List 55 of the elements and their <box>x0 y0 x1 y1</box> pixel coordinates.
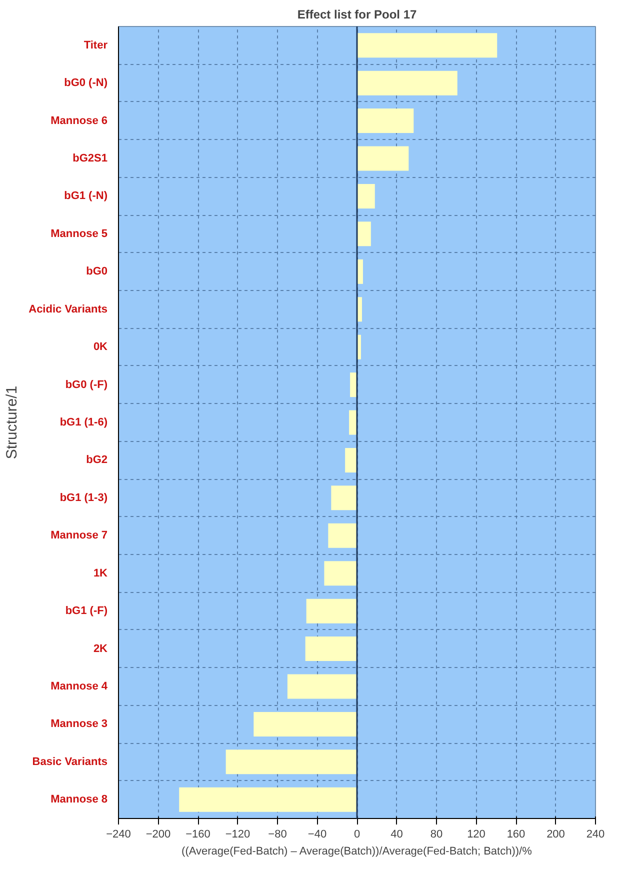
x-tick-label: 0 <box>354 828 360 840</box>
x-tick-label: −80 <box>268 828 287 840</box>
x-tick-label: 240 <box>586 828 605 840</box>
x-tick-label: −120 <box>225 828 250 840</box>
bar <box>350 372 357 398</box>
y-tick-label: Mannose 3 <box>50 718 108 730</box>
bar <box>328 523 357 548</box>
bar <box>357 184 375 208</box>
x-tick-label: 120 <box>467 828 486 840</box>
y-tick-label: 1K <box>93 567 108 580</box>
y-tick-label: bG1 (1-3) <box>60 492 108 504</box>
y-tick-label: bG1 (-N) <box>64 190 108 202</box>
chart-title: Effect list for Pool 17 <box>297 8 418 22</box>
y-tick-label: bG0 <box>86 266 108 278</box>
bar <box>357 222 371 246</box>
y-tick-label: Acidic Variants <box>28 303 108 316</box>
bar <box>287 674 357 699</box>
y-tick-label: bG0 (-F) <box>65 378 108 391</box>
bar <box>226 750 357 774</box>
x-tick-label: 40 <box>390 828 403 840</box>
y-tick-label: Mannose 6 <box>50 114 108 127</box>
bar <box>349 410 357 435</box>
y-tick-label: Basic Variants <box>32 756 108 768</box>
x-tick-label: −200 <box>146 828 171 840</box>
y-axis-title: Structure/1 <box>4 386 21 460</box>
bar <box>345 448 357 472</box>
x-tick-label: −240 <box>106 828 131 840</box>
bar <box>331 486 357 510</box>
bar <box>254 712 357 736</box>
y-tick-label: bG2 <box>86 454 108 466</box>
y-tick-label: bG1 (-F) <box>65 605 108 618</box>
x-tick-label: 200 <box>546 828 565 840</box>
y-tick-label: Titer <box>84 39 108 52</box>
y-tick-label: 2K <box>93 642 108 655</box>
bar <box>357 108 414 134</box>
bar <box>357 33 498 58</box>
x-tick-label: 80 <box>430 828 443 840</box>
y-tick-label: bG2S1 <box>72 152 108 164</box>
x-tick-label: −40 <box>308 828 327 840</box>
x-axis-title: ((Average(Fed-Batch) – Average(Batch))/Average(Fed-Batch; Batch))/% <box>182 846 532 858</box>
bar <box>306 598 357 624</box>
bar <box>324 561 357 586</box>
x-tick-label: −160 <box>186 828 210 840</box>
y-tick-label: Mannose 4 <box>50 680 108 692</box>
y-tick-label: 0K <box>93 341 108 354</box>
y-tick-label: Mannose 8 <box>50 794 108 806</box>
x-tick-label: 160 <box>506 828 526 840</box>
y-tick-label: bG0 (-N) <box>64 77 108 90</box>
y-tick-label: Mannose 7 <box>50 530 108 542</box>
bar <box>357 70 458 96</box>
bar <box>179 787 357 812</box>
bar <box>357 146 409 171</box>
y-tick-label: Mannose 5 <box>50 228 108 240</box>
bar <box>305 636 357 662</box>
y-tick-label: bG1 (1-6) <box>60 416 108 428</box>
